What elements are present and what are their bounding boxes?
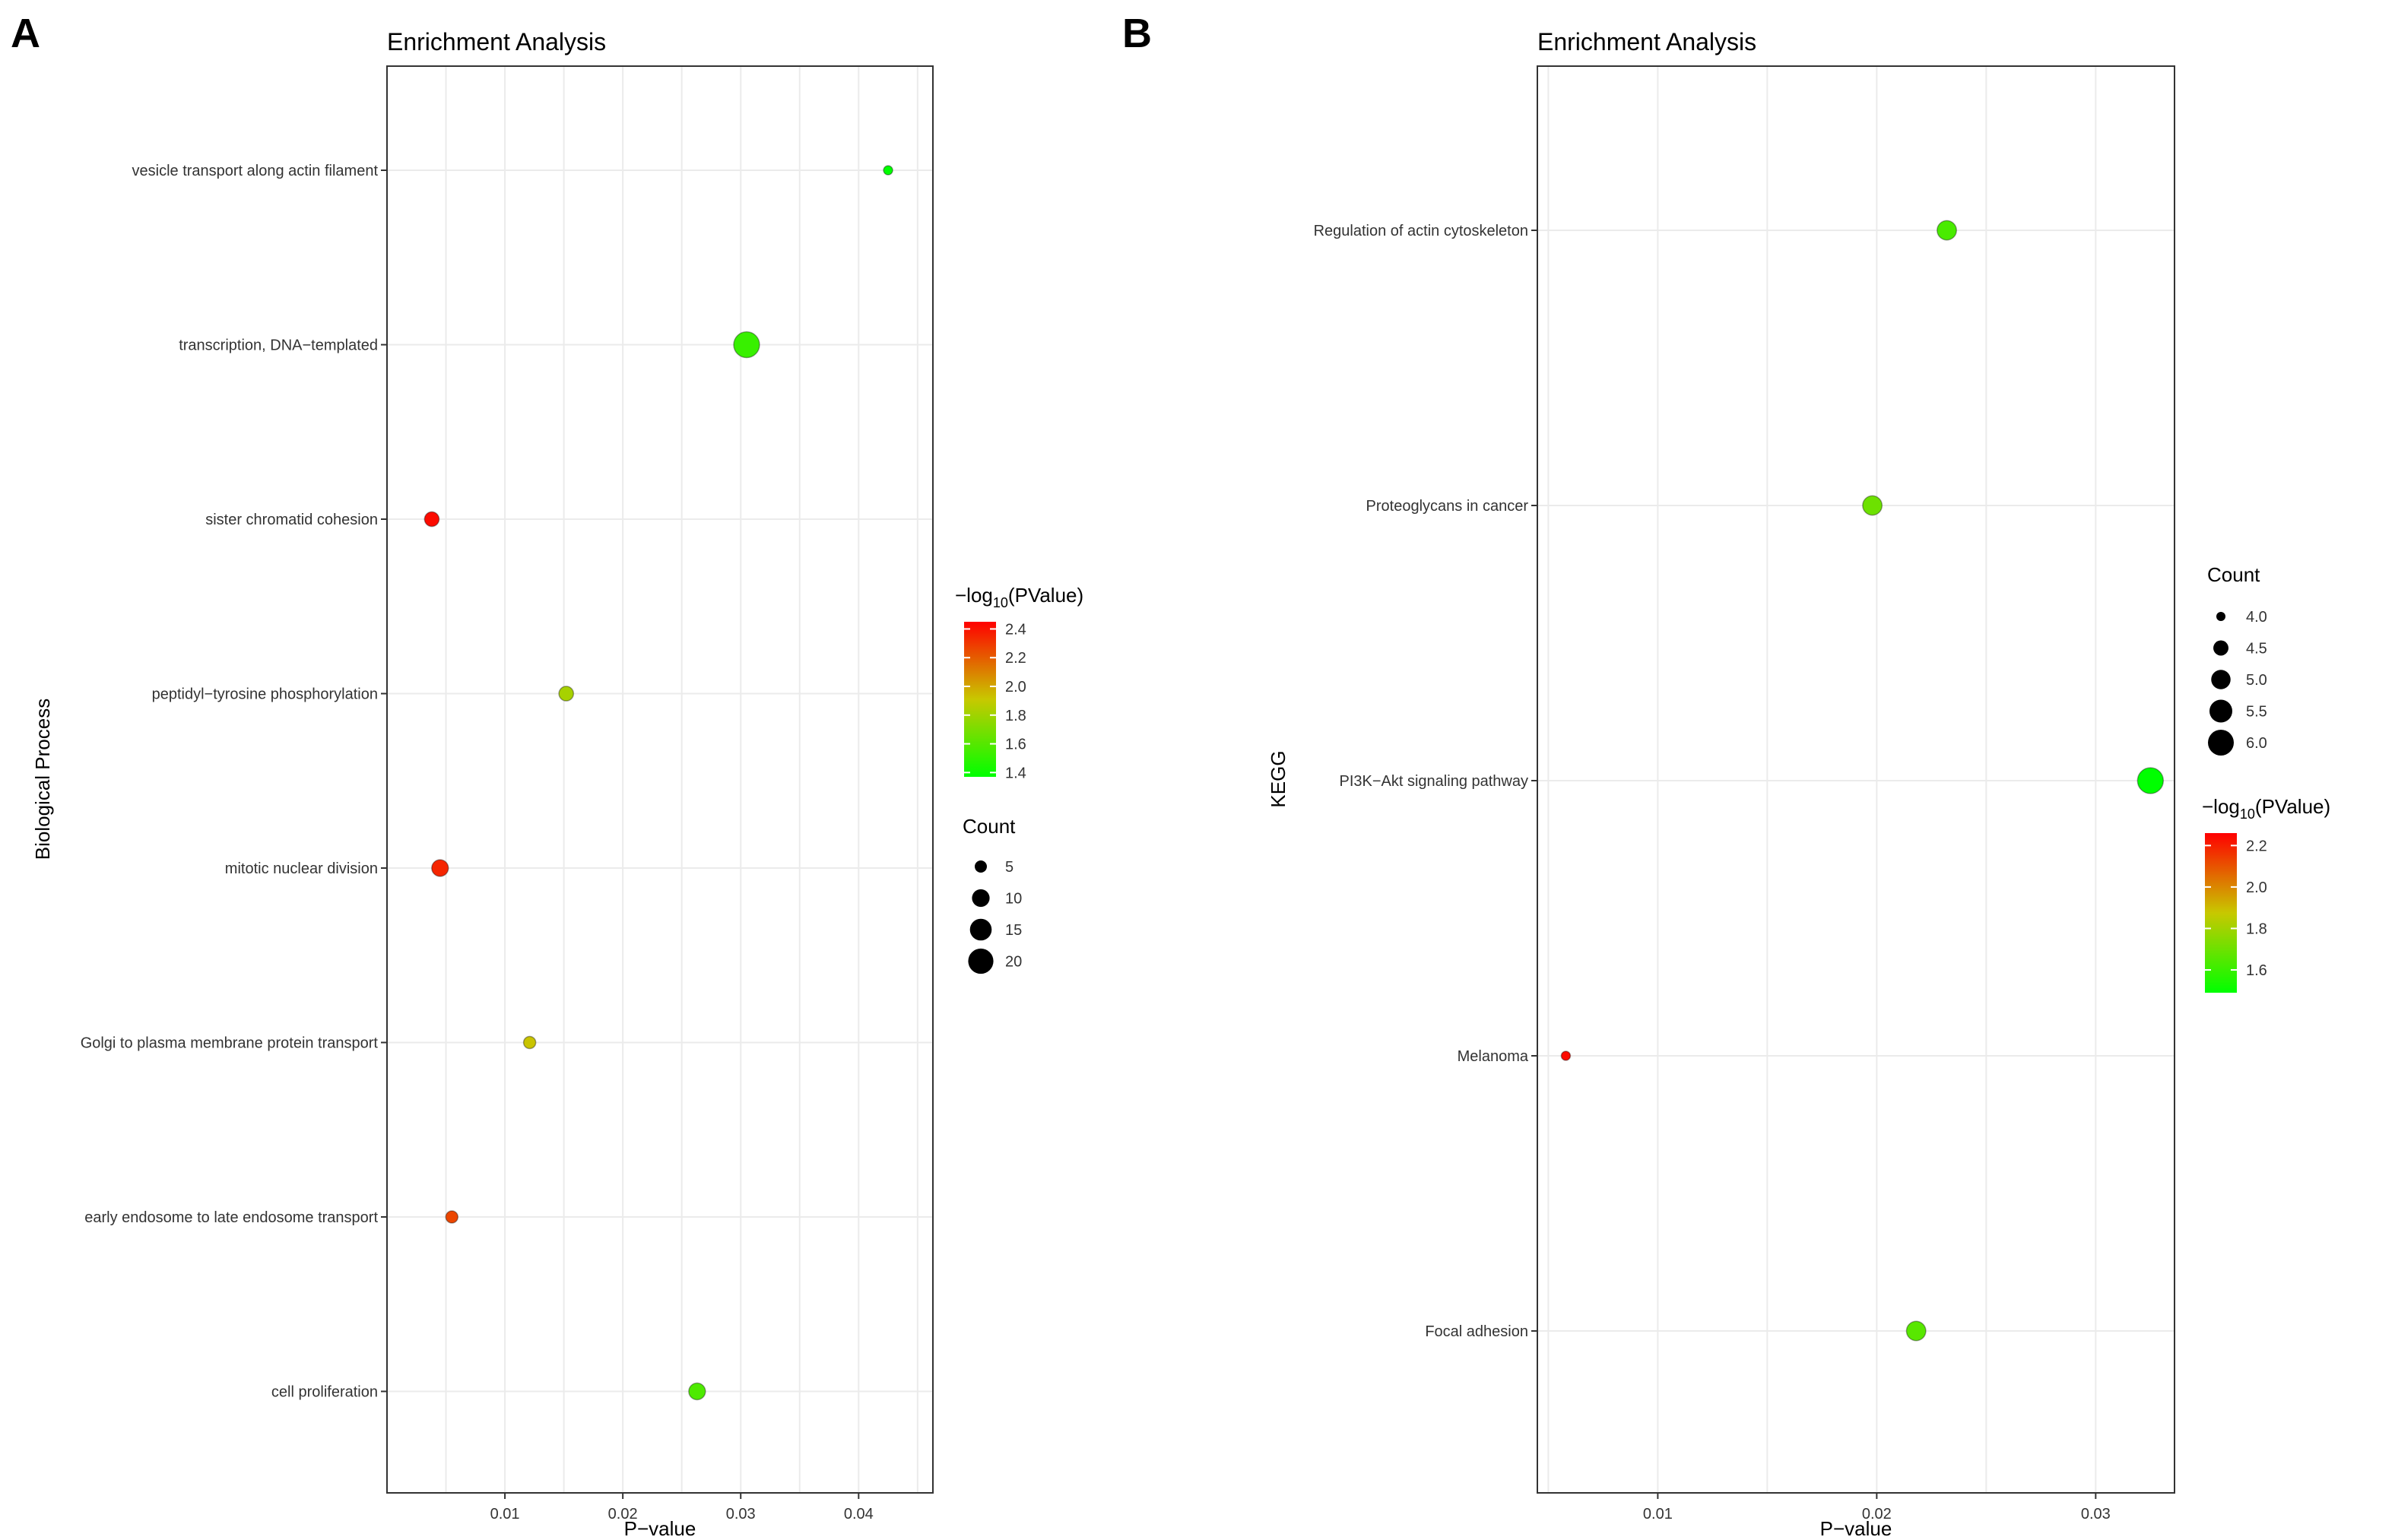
data-point [733,331,760,359]
gridlines [1537,66,2175,1493]
size-legend-title: Count [2207,563,2260,586]
data-point [1862,495,1883,516]
data-point [522,1035,537,1050]
data-point [1560,1050,1572,1061]
size-legend-title: Count [963,815,1016,838]
color-bar [2205,833,2237,993]
x-tick-label: 0.01 [490,1506,520,1523]
size-legend-symbol [2209,699,2233,723]
data-point [423,511,440,528]
size-legend-symbol [972,889,990,908]
y-category-label: vesicle transport along actin filament [132,163,379,179]
x-axis-ticks: 0.01 0.02 0.03 0.04 [490,1493,874,1523]
color-legend: −log10(PValue) 1.6 1.8 2.0 2.2 [2202,795,2330,993]
data-point [2136,767,2165,794]
plot-frame [386,65,934,1494]
plot-background [387,66,933,1493]
x-axis-title: P−value [1820,1517,1892,1540]
size-legend-label: 15 [1005,922,1022,939]
color-legend-label: 2.0 [1005,679,1026,696]
data-point [1905,1320,1927,1342]
x-tick-label: 0.02 [608,1506,638,1523]
y-category-label: early endosome to late endosome transpor… [84,1209,378,1226]
y-category-label: Melanoma [1458,1048,1529,1065]
x-tick-label: 0.03 [726,1506,756,1523]
y-axis-title: KEGG [1267,750,1289,807]
y-category-label: peptidyl−tyrosine phosphorylation [152,686,378,703]
size-legend-label: 20 [1005,954,1022,971]
size-legend-symbol [974,860,988,873]
y-category-label: PI3K−Akt signaling pathway [1340,773,1529,790]
x-tick-label: 0.04 [844,1506,874,1523]
x-tick-label: 0.02 [1862,1506,1892,1523]
x-axis-title: P−value [624,1517,696,1540]
y-category-label: Focal adhesion [1425,1323,1528,1340]
y-category-label: transcription, DNA−templated [179,337,378,354]
size-legend-label: 5.5 [2246,704,2267,721]
plot-background [1537,66,2175,1493]
y-category-label: Golgi to plasma membrane protein transpo… [81,1035,379,1052]
data-points [1560,220,2165,1342]
size-legend-label: 4.5 [2246,641,2267,658]
color-legend-label: 2.4 [1005,621,1026,638]
y-category-label: Proteoglycans in cancer [1366,498,1529,515]
data-point [445,1210,459,1224]
color-legend-label: 1.4 [1005,765,1026,781]
color-legend-label: 2.2 [1005,650,1026,667]
chart-title: Enrichment Analysis [387,28,606,55]
size-legend: Count 5 10 15 20 [963,815,1022,974]
y-axis-categories: Regulation of actin cytoskeleton Proteogl… [1314,223,1537,1340]
size-legend-label: 6.0 [2246,735,2267,752]
gridlines [386,66,933,1493]
size-legend-symbol [2216,612,2225,621]
y-category-label: cell proliferation [271,1384,378,1401]
y-category-label: mitotic nuclear division [225,860,378,877]
plot-frame [1537,65,2175,1494]
size-legend: Count 4.0 4.5 5.0 5.5 6.0 [2207,563,2267,756]
x-tick-label: 0.03 [2081,1506,2111,1523]
data-point [1937,220,1958,241]
color-bar [964,622,996,777]
y-category-label: sister chromatid cohesion [205,512,378,528]
chart-title: Enrichment Analysis [1537,28,1756,55]
panel-b: B Enrichment Analysis Regulation of actin … [1122,11,2330,1540]
x-tick-label: 0.01 [1643,1506,1673,1523]
color-legend: −log10(PValue) 1.4 1.6 1.8 2.0 2.2 2.4 [955,584,1083,781]
color-legend-label: 2.2 [2246,838,2267,854]
color-legend-title: −log10(PValue) [2202,795,2330,822]
y-category-label: Regulation of actin cytoskeleton [1314,223,1528,239]
color-legend-label: 1.8 [2246,921,2267,937]
color-legend-label: 1.6 [1005,737,1026,753]
size-legend-label: 5 [1005,859,1014,876]
size-legend-symbol [2213,640,2228,656]
size-legend-label: 10 [1005,891,1022,908]
size-legend-symbol [2211,670,2231,689]
size-legend-label: 4.0 [2246,609,2267,626]
color-legend-label: 1.8 [1005,708,1026,724]
data-point [883,165,893,176]
size-legend-symbol [969,918,992,941]
size-legend-symbol [968,948,994,974]
y-axis-title: Biological Process [31,699,54,860]
size-legend-label: 5.0 [2246,672,2267,689]
color-legend-label: 2.0 [2246,879,2267,896]
panel-letter: B [1122,11,1152,56]
x-axis-ticks: 0.01 0.02 0.03 [1643,1493,2111,1523]
panel-letter: A [11,11,40,56]
color-legend-label: 1.6 [2246,962,2267,979]
color-legend-title: −log10(PValue) [955,584,1083,610]
data-points [423,165,893,1401]
data-point [688,1382,706,1401]
y-axis-categories: vesicle transport along actin filament tr… [81,163,387,1401]
data-point [431,859,449,877]
size-legend-symbol [2208,730,2234,756]
panel-a: A Enrichment Analysis vesicle transport al… [11,11,1083,1540]
data-point [558,686,575,702]
